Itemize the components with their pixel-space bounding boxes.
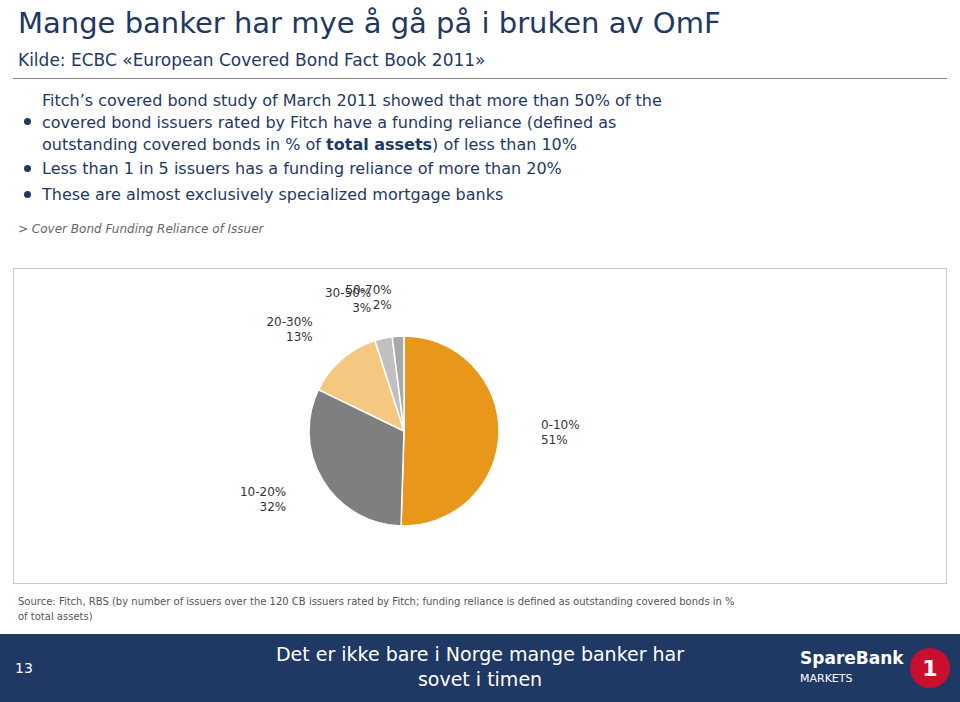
svg-text:0-10%51%: 0-10%51% [541,418,580,447]
svg-text:10-20%32%: 10-20%32% [240,485,286,514]
svg-text:20-30%13%: 20-30%13% [266,315,312,344]
svg-text:50-70%2%: 50-70%2% [345,283,391,312]
